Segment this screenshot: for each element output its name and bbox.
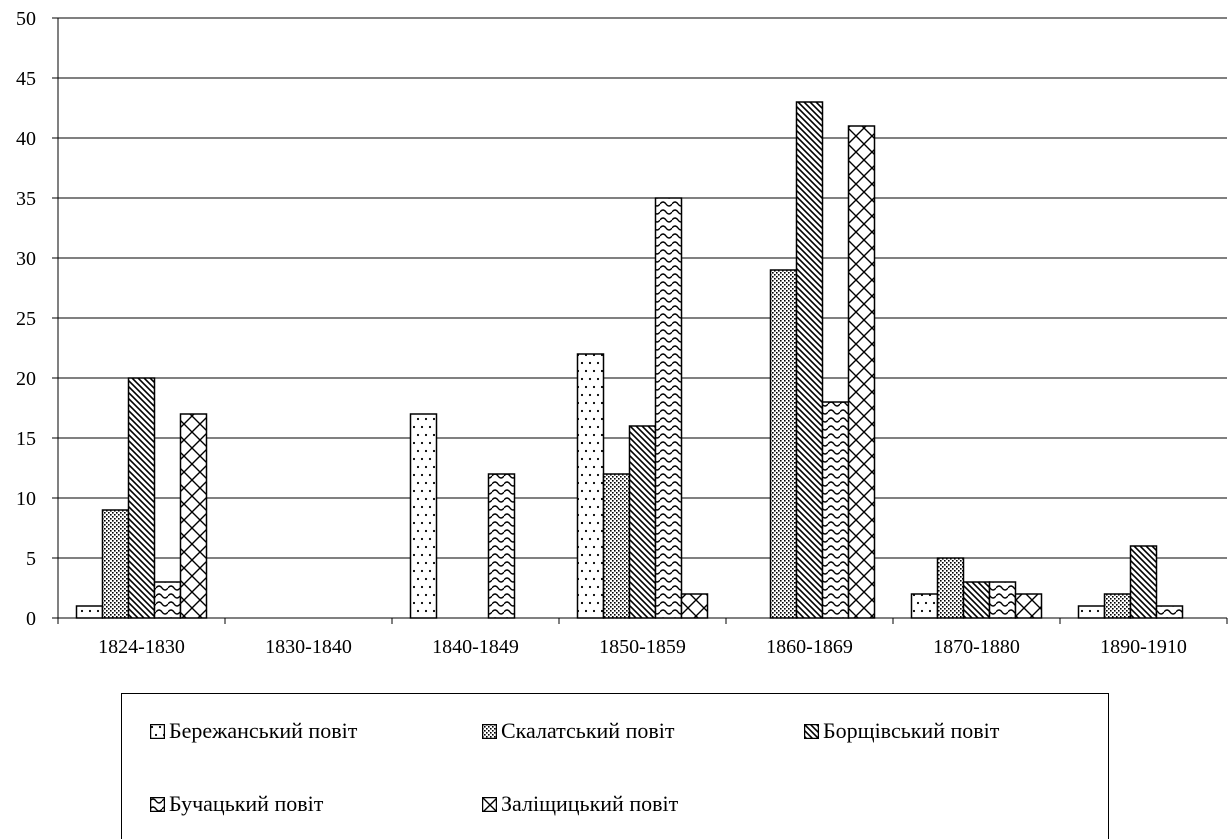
x-tick-label: 1830-1840 <box>265 636 352 658</box>
bar <box>127 377 156 619</box>
legend-swatch-zigzag <box>482 796 497 812</box>
x-tick-label: 1890-1910 <box>1100 636 1187 658</box>
x-tick-label: 1824-1830 <box>98 636 185 658</box>
legend-label: Скалатський повіт <box>501 718 675 743</box>
legend-item-zalishchyky: Заліщицький повіт <box>482 791 679 816</box>
gridlines <box>58 17 1227 559</box>
y-tick-label: 10 <box>16 488 36 510</box>
chart-legend: Бережанський повіт Скалатський повіт Бор… <box>121 693 1109 839</box>
legend-label: Бережанський повіт <box>169 718 358 743</box>
bar <box>628 425 657 619</box>
legend-label: Борщівський повіт <box>823 718 1000 743</box>
bar <box>75 605 104 619</box>
legend-item-berezhany: Бережанський повіт <box>150 718 358 743</box>
x-axis-ticks: 1824-1830 1830-1840 1840-1849 1850-1859 1860… <box>57 618 1228 658</box>
y-tick-label: 40 <box>16 128 36 150</box>
bars <box>75 101 1184 619</box>
bar <box>988 581 1017 619</box>
bar <box>962 581 991 619</box>
y-tick-label: 50 <box>16 8 36 30</box>
y-tick-label: 5 <box>26 548 36 570</box>
bar <box>1014 593 1043 619</box>
x-tick-label: 1840-1849 <box>432 636 519 658</box>
y-tick-label: 25 <box>16 308 36 330</box>
legend-swatch-dots-dense <box>482 723 497 739</box>
legend-swatch-dots-sparse <box>150 723 165 739</box>
bar <box>101 509 130 619</box>
y-tick-label: 30 <box>16 248 36 270</box>
legend-item-borshchiv: Борщівський повіт <box>804 718 1000 743</box>
bar <box>487 473 516 619</box>
bar <box>1103 593 1132 619</box>
bar <box>602 473 631 619</box>
y-tick-label: 20 <box>16 368 36 390</box>
legend-label: Заліщицький повіт <box>501 791 679 816</box>
y-tick-label: 35 <box>16 188 36 210</box>
legend-item-skalat: Скалатський повіт <box>482 718 675 743</box>
y-tick-label: 45 <box>16 68 36 90</box>
bar <box>409 413 438 619</box>
bar <box>821 401 850 619</box>
bar <box>1077 605 1106 619</box>
legend-swatch-diagonal-lines <box>804 723 819 739</box>
bar <box>654 197 683 619</box>
bar <box>936 557 965 619</box>
bar <box>847 125 876 619</box>
legend-label: Бучацький повіт <box>169 791 324 816</box>
y-axis-ticks: 0 5 10 15 20 25 30 35 40 45 50 <box>16 8 58 630</box>
bar <box>1129 545 1158 619</box>
y-tick-label: 15 <box>16 428 36 450</box>
x-tick-label: 1860-1869 <box>766 636 853 658</box>
y-tick-label: 0 <box>26 608 36 630</box>
legend-swatch-waves <box>150 796 165 812</box>
bar <box>576 353 605 619</box>
legend-item-buchach: Бучацький повіт <box>150 791 324 816</box>
bar <box>795 101 824 619</box>
bar <box>153 581 182 619</box>
bar <box>179 413 208 619</box>
x-tick-label: 1850-1859 <box>599 636 686 658</box>
bar <box>680 593 709 619</box>
x-tick-label: 1870-1880 <box>933 636 1020 658</box>
bar <box>910 593 939 619</box>
bar <box>769 269 798 619</box>
bar <box>1155 605 1184 619</box>
